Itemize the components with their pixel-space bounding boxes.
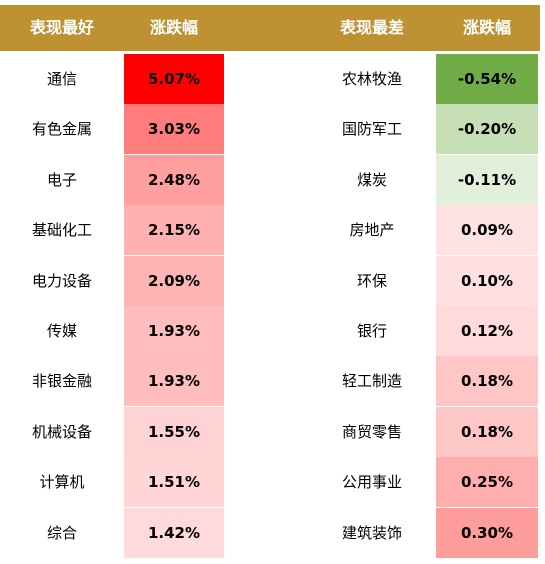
worst-industry-change: 0.30%: [436, 507, 538, 558]
worst-industry-name: 房地产: [349, 221, 395, 240]
best-industry-change: 1.93%: [124, 306, 224, 356]
worst-industry-name: 煤炭: [356, 170, 387, 189]
header-best-value: 涨跌幅: [149, 18, 198, 37]
best-industry-change: 1.55%: [124, 406, 224, 457]
best-industry-change: 2.15%: [124, 205, 224, 256]
best-industry-name: 综合: [46, 523, 77, 542]
best-industry-change: 2.09%: [124, 255, 224, 306]
worst-industry-change: 0.18%: [436, 406, 538, 457]
worst-industry-change: 0.25%: [436, 457, 538, 508]
worst-industry-name: 建筑装饰: [341, 523, 402, 542]
best-industry-name: 机械设备: [31, 422, 92, 441]
table-header: 表现最好 涨跌幅 表现最差 涨跌幅: [0, 5, 540, 51]
worst-industry-change: 0.10%: [436, 255, 538, 306]
best-industry-name: 计算机: [39, 473, 85, 492]
best-industry-change: 1.93%: [124, 356, 224, 407]
worst-industry-change: -0.11%: [436, 154, 538, 205]
table-row: 非银金融 1.93% 轻工制造 0.18%: [0, 356, 545, 407]
best-industry-name: 基础化工: [31, 221, 92, 240]
best-industry-change: 2.48%: [124, 154, 224, 205]
worst-industry-name: 商贸零售: [341, 422, 402, 441]
table-row: 电子 2.48% 煤炭 -0.11%: [0, 154, 545, 205]
table-row: 综合 1.42% 建筑装饰 0.30%: [0, 507, 545, 558]
worst-industry-name: 银行: [356, 322, 387, 340]
best-industry-name: 通信: [46, 70, 77, 88]
worst-industry-change: 0.18%: [436, 356, 538, 407]
worst-industry-change: -0.54%: [436, 54, 538, 104]
worst-industry-change: 0.09%: [436, 205, 538, 256]
worst-industry-name: 农林牧渔: [341, 70, 402, 88]
worst-industry-change: 0.12%: [436, 306, 538, 356]
best-industry-name: 有色金属: [31, 120, 92, 139]
best-industry-name: 电力设备: [31, 271, 92, 290]
best-industry-change: 1.51%: [124, 457, 224, 508]
best-industry-change: 3.03%: [124, 104, 224, 155]
worst-industry-name: 环保: [356, 271, 387, 290]
best-industry-name: 传媒: [46, 322, 77, 340]
table-row: 传媒 1.93% 银行 0.12%: [0, 306, 545, 356]
header-worst-value: 涨跌幅: [462, 18, 511, 37]
best-industry-change: 1.42%: [124, 507, 224, 558]
best-industry-name: 非银金融: [31, 372, 92, 391]
worst-industry-name: 轻工制造: [341, 372, 402, 391]
header-best-name: 表现最好: [29, 18, 94, 37]
worst-industry-change: -0.20%: [436, 104, 538, 155]
best-industry-name: 电子: [46, 170, 77, 189]
worst-industry-name: 国防军工: [341, 120, 402, 139]
header-worst-name: 表现最差: [339, 18, 404, 37]
best-industry-change: 5.07%: [124, 54, 224, 104]
table-row: 有色金属 3.03% 国防军工 -0.20%: [0, 104, 545, 155]
table-row: 计算机 1.51% 公用事业 0.25%: [0, 457, 545, 508]
table-row: 基础化工 2.15% 房地产 0.09%: [0, 205, 545, 256]
table-row: 机械设备 1.55% 商贸零售 0.18%: [0, 406, 545, 457]
worst-industry-name: 公用事业: [341, 473, 402, 492]
table-row: 电力设备 2.09% 环保 0.10%: [0, 255, 545, 306]
table-row: 通信 5.07% 农林牧渔 -0.54%: [0, 54, 545, 104]
